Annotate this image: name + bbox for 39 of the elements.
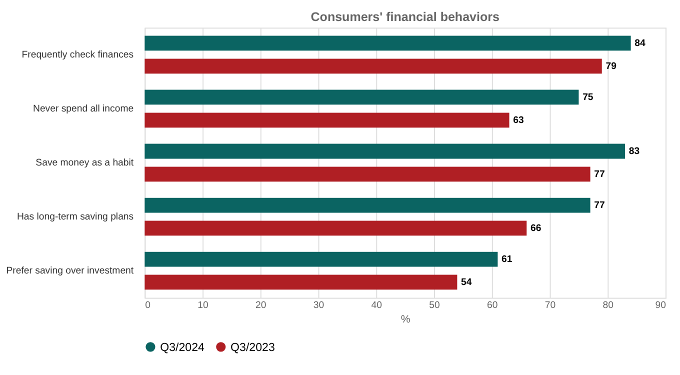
- data-label: 63: [513, 115, 524, 126]
- bar: [144, 90, 579, 105]
- y-tick-label: Never spend all income: [32, 104, 134, 115]
- data-label: 75: [582, 92, 594, 104]
- bar: [144, 58, 602, 74]
- bar: [144, 166, 590, 182]
- data-label: 61: [502, 254, 513, 266]
- legend-label: Q3/2024: [160, 342, 206, 354]
- legend-label: Q3/2023: [230, 342, 275, 354]
- y-tick-label: Save money as a habit: [36, 158, 134, 169]
- x-tick-label: 40: [371, 300, 382, 311]
- bar: [144, 252, 498, 267]
- data-label: 83: [628, 146, 640, 158]
- data-label: 54: [461, 277, 472, 288]
- x-tick-label: 0: [145, 300, 151, 311]
- x-tick-label: 10: [198, 300, 208, 311]
- x-tick-label: 50: [429, 300, 440, 311]
- data-label: 77: [594, 169, 605, 180]
- bar: [144, 144, 626, 159]
- bar: [144, 220, 527, 236]
- chart-title: Consumers' financial behaviors: [310, 10, 500, 24]
- x-tick-label: 20: [256, 300, 266, 311]
- y-tick-label: Prefer saving over investment: [6, 266, 134, 277]
- x-axis-title: %: [400, 313, 411, 326]
- bar: [144, 274, 458, 290]
- bar: [144, 112, 510, 128]
- data-label: 77: [594, 200, 605, 212]
- data-label: 84: [634, 38, 646, 50]
- data-label: 66: [530, 223, 542, 234]
- x-tick-label: 80: [602, 300, 614, 311]
- x-tick-label: 30: [313, 300, 324, 311]
- x-tick-label: 70: [544, 300, 556, 311]
- data-label: 79: [606, 61, 616, 72]
- y-tick-label: Frequently check finances: [22, 50, 134, 61]
- x-tick-label: 90: [655, 300, 666, 311]
- bar: [144, 198, 590, 213]
- bar: [144, 36, 631, 51]
- x-tick-label: 60: [487, 300, 498, 311]
- y-tick-label: Has long-term saving plans: [16, 212, 134, 223]
